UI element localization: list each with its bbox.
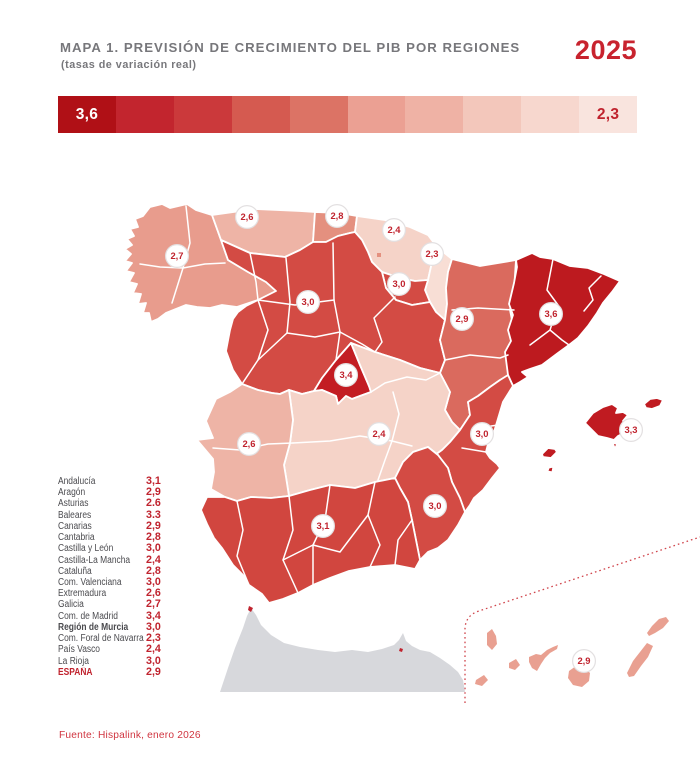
svg-text:3,0: 3,0 bbox=[475, 428, 488, 439]
svg-text:2,6: 2,6 bbox=[240, 211, 253, 222]
svg-text:3,1: 3,1 bbox=[316, 520, 329, 531]
svg-text:2,6: 2,6 bbox=[242, 438, 255, 449]
svg-text:2,8: 2,8 bbox=[330, 210, 343, 221]
svg-text:3,4: 3,4 bbox=[339, 369, 353, 380]
svg-text:2,4: 2,4 bbox=[387, 224, 401, 235]
svg-text:2,7: 2,7 bbox=[170, 250, 183, 261]
svg-text:2,9: 2,9 bbox=[455, 313, 468, 324]
svg-text:2,4: 2,4 bbox=[372, 428, 386, 439]
svg-text:3,0: 3,0 bbox=[392, 278, 405, 289]
svg-text:2,3: 2,3 bbox=[425, 248, 438, 259]
svg-text:3,3: 3,3 bbox=[624, 424, 637, 435]
svg-text:3,0: 3,0 bbox=[428, 500, 441, 511]
svg-text:2,9: 2,9 bbox=[577, 655, 590, 666]
svg-text:3,6: 3,6 bbox=[544, 308, 557, 319]
svg-text:3,0: 3,0 bbox=[301, 296, 314, 307]
